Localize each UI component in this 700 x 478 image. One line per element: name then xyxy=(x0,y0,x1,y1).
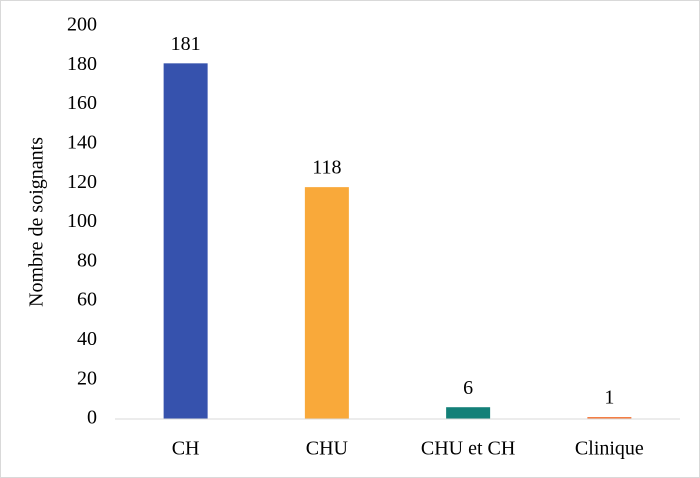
y-tick-label: 40 xyxy=(77,328,97,350)
bar xyxy=(587,417,632,419)
bar xyxy=(304,187,349,419)
x-tick-label: CH xyxy=(172,438,200,460)
y-tick-label: 0 xyxy=(87,407,97,429)
y-tick-label: 200 xyxy=(67,14,97,36)
data-label: 6 xyxy=(463,377,473,399)
bar xyxy=(163,63,208,420)
y-tick-label: 80 xyxy=(77,249,97,271)
y-tick-label: 100 xyxy=(67,210,97,232)
y-tick-label: 20 xyxy=(77,367,97,389)
data-label: 181 xyxy=(171,33,201,55)
y-tick-label: 140 xyxy=(67,131,97,153)
y-tick-label: 120 xyxy=(67,171,97,193)
x-tick-label: Clinique xyxy=(575,438,644,460)
y-tick-label: 60 xyxy=(77,289,97,311)
x-tick-label: CHU xyxy=(306,438,349,460)
x-tick-label: CHU et CH xyxy=(421,438,515,460)
data-label: 118 xyxy=(312,157,341,179)
data-label: 1 xyxy=(604,387,614,409)
bar xyxy=(446,407,491,419)
y-tick-label: 160 xyxy=(67,92,97,114)
y-axis-label: Nombre de soignants xyxy=(26,137,48,307)
y-tick-label: 180 xyxy=(67,53,97,75)
